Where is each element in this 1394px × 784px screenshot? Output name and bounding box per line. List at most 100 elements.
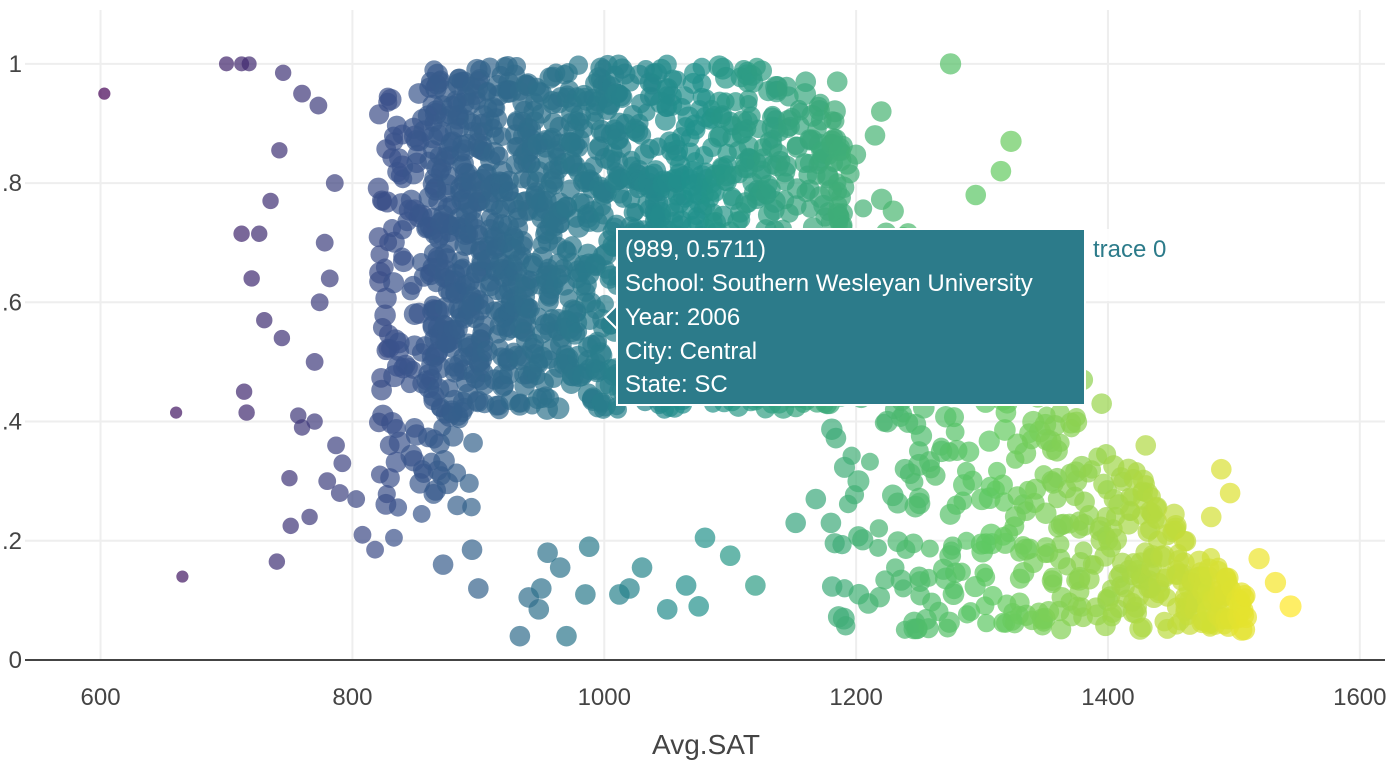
- scatter-point[interactable]: [778, 86, 799, 107]
- scatter-point[interactable]: [1074, 541, 1093, 560]
- scatter-point[interactable]: [785, 512, 806, 534]
- scatter-point[interactable]: [1248, 548, 1270, 570]
- scatter-point[interactable]: [739, 89, 758, 109]
- scatter-point[interactable]: [274, 64, 292, 81]
- scatter-point[interactable]: [953, 491, 973, 511]
- scatter-point[interactable]: [388, 332, 410, 354]
- scatter-point[interactable]: [499, 364, 520, 385]
- scatter-point[interactable]: [668, 70, 687, 89]
- scatter-point[interactable]: [994, 419, 1016, 441]
- scatter-point[interactable]: [751, 60, 773, 82]
- scatter-point[interactable]: [293, 84, 311, 103]
- scatter-point[interactable]: [1264, 571, 1287, 594]
- scatter-point[interactable]: [218, 56, 234, 72]
- scatter-point[interactable]: [1025, 478, 1047, 500]
- scatter-point[interactable]: [575, 584, 596, 605]
- scatter-point[interactable]: [869, 586, 891, 608]
- scatter-point[interactable]: [694, 527, 716, 549]
- scatter-point[interactable]: [238, 404, 255, 421]
- scatter-point[interactable]: [882, 200, 904, 222]
- scatter-point[interactable]: [887, 492, 909, 514]
- scatter-point[interactable]: [447, 495, 468, 516]
- scatter-point[interactable]: [631, 557, 653, 578]
- scatter-point[interactable]: [1000, 130, 1022, 152]
- scatter-point[interactable]: [869, 519, 889, 538]
- scatter-point[interactable]: [852, 529, 874, 551]
- scatter-point[interactable]: [965, 184, 987, 206]
- scatter-point[interactable]: [939, 53, 962, 75]
- scatter-point[interactable]: [380, 88, 402, 111]
- scatter-point[interactable]: [333, 454, 352, 473]
- scatter-point[interactable]: [507, 56, 527, 76]
- scatter-point[interactable]: [309, 96, 328, 115]
- scatter-point[interactable]: [551, 215, 570, 234]
- scatter-point[interactable]: [609, 584, 630, 605]
- scatter-point[interactable]: [943, 536, 963, 556]
- scatter-point[interactable]: [447, 463, 467, 483]
- scatter-point[interactable]: [732, 210, 751, 229]
- scatter-point[interactable]: [832, 203, 853, 224]
- scatter-point[interactable]: [835, 616, 856, 636]
- scatter-point[interactable]: [864, 125, 886, 146]
- scatter-point[interactable]: [562, 236, 582, 256]
- scatter-point[interactable]: [826, 111, 845, 131]
- scatter-point[interactable]: [595, 294, 614, 313]
- scatter-point[interactable]: [509, 625, 531, 647]
- scatter-point[interactable]: [962, 470, 983, 491]
- scatter-point[interactable]: [832, 534, 852, 555]
- scatter-point[interactable]: [513, 236, 533, 256]
- scatter-point[interactable]: [854, 199, 873, 218]
- scatter-point[interactable]: [233, 225, 250, 242]
- scatter-point[interactable]: [1200, 506, 1222, 528]
- scatter-point[interactable]: [1147, 498, 1167, 517]
- scatter-point[interactable]: [978, 430, 1000, 452]
- scatter-point[interactable]: [692, 57, 712, 77]
- scatter-point[interactable]: [385, 528, 403, 547]
- scatter-point[interactable]: [305, 353, 324, 371]
- scatter-point[interactable]: [1235, 588, 1255, 607]
- scatter-point[interactable]: [657, 54, 677, 75]
- scatter-point[interactable]: [1219, 482, 1241, 504]
- scatter-point[interactable]: [992, 474, 1013, 495]
- scatter-point[interactable]: [374, 304, 396, 326]
- scatter-point[interactable]: [462, 497, 481, 517]
- scatter-point[interactable]: [489, 146, 509, 166]
- scatter-point[interactable]: [656, 599, 678, 620]
- scatter-point[interactable]: [1210, 458, 1232, 480]
- scatter-point[interactable]: [485, 108, 508, 130]
- scatter-point[interactable]: [840, 164, 860, 184]
- scatter-point[interactable]: [404, 360, 422, 379]
- scatter-point[interactable]: [282, 517, 299, 535]
- scatter-point[interactable]: [301, 508, 318, 526]
- scatter-point[interactable]: [875, 570, 895, 590]
- scatter-point[interactable]: [1051, 535, 1070, 554]
- scatter-point[interactable]: [637, 103, 656, 122]
- scatter-point[interactable]: [442, 425, 464, 447]
- scatter-point[interactable]: [1042, 567, 1063, 588]
- scatter-point[interactable]: [306, 413, 323, 430]
- scatter-point[interactable]: [952, 562, 971, 581]
- scatter-point[interactable]: [943, 407, 965, 428]
- scatter-point[interactable]: [820, 512, 842, 534]
- scatter-point[interactable]: [945, 422, 965, 442]
- scatter-point[interactable]: [1279, 595, 1302, 618]
- scatter-point[interactable]: [547, 397, 570, 420]
- scatter-point[interactable]: [281, 469, 298, 487]
- scatter-point[interactable]: [366, 540, 384, 559]
- scatter-point[interactable]: [568, 55, 589, 75]
- scatter-point[interactable]: [905, 472, 924, 492]
- scatter-point[interactable]: [241, 56, 257, 72]
- scatter-point[interactable]: [1065, 411, 1088, 433]
- scatter-point[interactable]: [392, 250, 415, 273]
- scatter-point[interactable]: [549, 557, 571, 578]
- scatter-point[interactable]: [675, 575, 697, 596]
- scatter-point[interactable]: [318, 472, 337, 491]
- scatter-point[interactable]: [268, 553, 286, 570]
- scatter-point[interactable]: [262, 192, 279, 210]
- scatter-point[interactable]: [530, 578, 552, 599]
- scatter-point[interactable]: [98, 87, 111, 100]
- scatter-point[interactable]: [256, 311, 273, 329]
- scatter-point[interactable]: [715, 66, 737, 89]
- scatter-point[interactable]: [383, 272, 405, 294]
- scatter-point[interactable]: [775, 155, 797, 177]
